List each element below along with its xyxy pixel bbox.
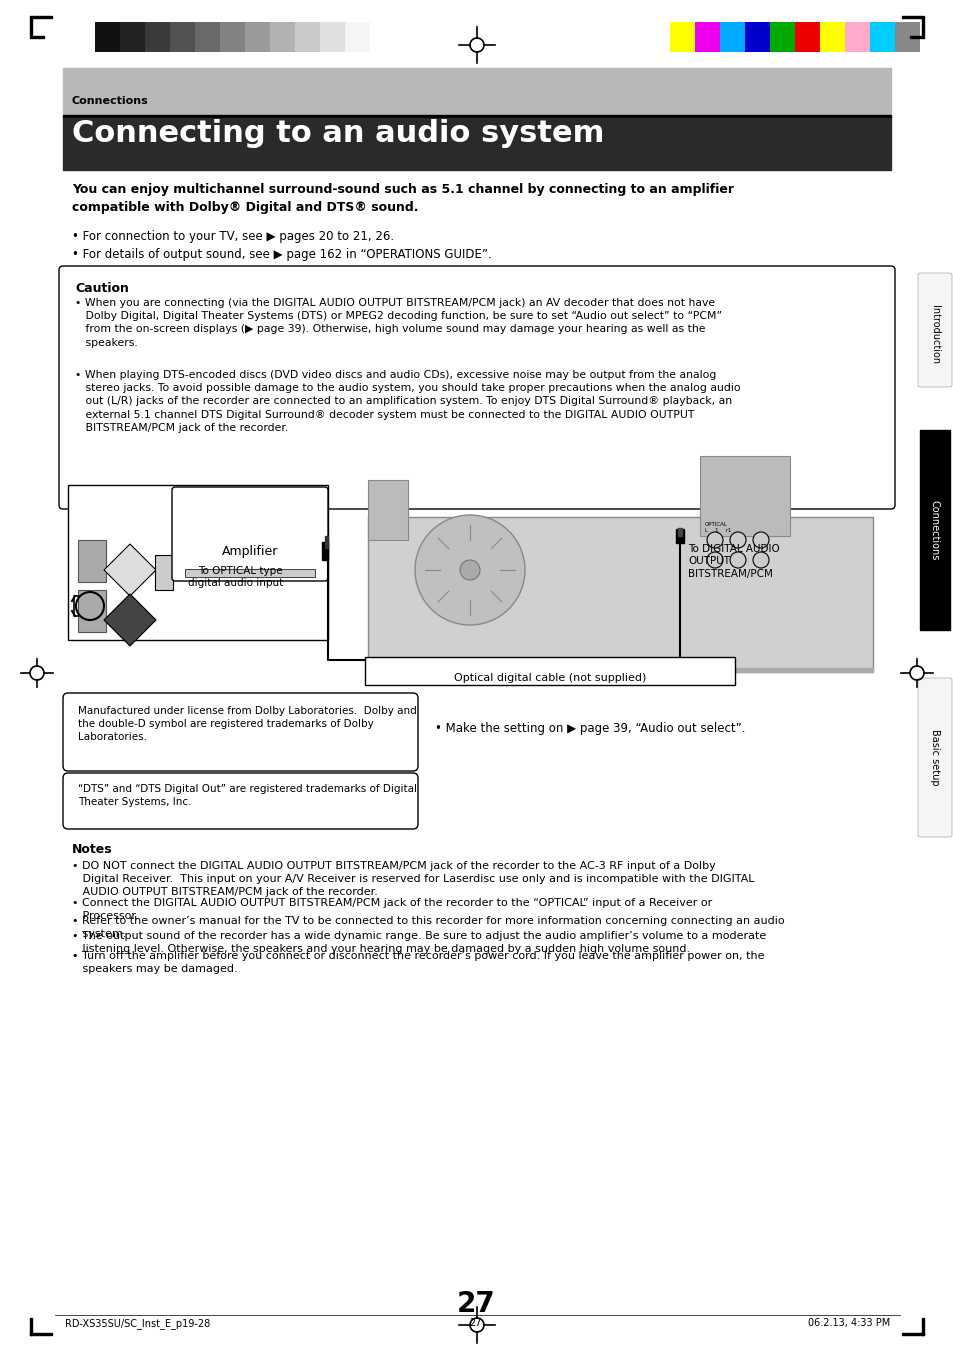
Bar <box>700 457 789 536</box>
Bar <box>669 22 695 51</box>
Text: • Make the setting on ▶ page 39, “Audio out select”.: • Make the setting on ▶ page 39, “Audio … <box>435 721 744 735</box>
Text: • The output sound of the recorder has a wide dynamic range. Be sure to adjust t: • The output sound of the recorder has a… <box>71 931 765 954</box>
Bar <box>220 22 245 51</box>
Text: • For connection to your TV, see ▶ pages 20 to 21, 26.: • For connection to your TV, see ▶ pages… <box>71 230 394 243</box>
Bar <box>901 16 923 18</box>
Bar <box>676 530 683 543</box>
Bar <box>901 1333 923 1335</box>
Circle shape <box>459 561 479 580</box>
FancyBboxPatch shape <box>63 693 417 771</box>
Circle shape <box>729 532 745 549</box>
Text: Manufactured under license from Dolby Laboratories.  Dolby and
the double-D symb: Manufactured under license from Dolby La… <box>78 707 416 743</box>
Text: Optical digital cable (not supplied): Optical digital cable (not supplied) <box>454 673 645 684</box>
Text: • Connect the DIGITAL AUDIO OUTPUT BITSTREAM/PCM jack of the recorder to the “OP: • Connect the DIGITAL AUDIO OUTPUT BITST… <box>71 898 712 921</box>
Bar <box>365 657 734 685</box>
Bar <box>368 667 872 671</box>
Bar <box>30 1319 32 1335</box>
Bar <box>63 68 890 115</box>
Text: To DIGITAL AUDIO
OUTPUT
BITSTREAM/PCM: To DIGITAL AUDIO OUTPUT BITSTREAM/PCM <box>687 544 779 578</box>
Text: Connections: Connections <box>929 500 939 561</box>
Text: You can enjoy multichannel surround-sound such as 5.1 channel by connecting to a: You can enjoy multichannel surround-soun… <box>71 182 733 213</box>
Bar <box>30 16 52 18</box>
Bar <box>294 22 319 51</box>
Bar <box>30 36 44 38</box>
Bar <box>894 22 919 51</box>
Circle shape <box>706 532 722 549</box>
Bar <box>78 590 106 632</box>
Text: • For details of output sound, see ▶ page 162 in “OPERATIONS GUIDE”.: • For details of output sound, see ▶ pag… <box>71 249 491 261</box>
Bar <box>869 22 894 51</box>
Bar <box>720 22 744 51</box>
Bar <box>30 18 32 35</box>
Bar <box>744 22 769 51</box>
Bar <box>154 555 172 590</box>
Bar <box>345 22 370 51</box>
Text: • DO NOT connect the DIGITAL AUDIO OUTPUT BITSTREAM/PCM jack of the recorder to : • DO NOT connect the DIGITAL AUDIO OUTPU… <box>71 861 754 897</box>
Bar <box>0 0 953 68</box>
Bar <box>63 118 890 170</box>
Text: 27: 27 <box>469 1319 482 1328</box>
FancyBboxPatch shape <box>917 273 951 386</box>
Bar <box>368 517 872 671</box>
FancyBboxPatch shape <box>917 678 951 838</box>
Text: Amplifier: Amplifier <box>222 544 278 558</box>
Bar <box>695 22 720 51</box>
Bar <box>185 569 314 577</box>
Bar <box>919 430 949 630</box>
FancyBboxPatch shape <box>59 266 894 509</box>
Text: Caution: Caution <box>75 282 129 295</box>
Text: To OPTICAL type
digital audio input: To OPTICAL type digital audio input <box>188 566 283 589</box>
Bar <box>820 22 844 51</box>
Bar <box>194 22 220 51</box>
Bar <box>769 22 794 51</box>
Text: • Turn off the amplifier before you connect or disconnect the recorder’s power c: • Turn off the amplifier before you conn… <box>71 951 763 974</box>
Bar <box>30 1333 52 1335</box>
Polygon shape <box>104 544 156 596</box>
Text: Notes: Notes <box>71 843 112 857</box>
Bar <box>68 485 328 640</box>
Bar <box>170 22 194 51</box>
Bar <box>921 1319 923 1335</box>
Bar <box>322 542 328 561</box>
Text: Connecting to an audio system: Connecting to an audio system <box>71 119 604 149</box>
Text: • When playing DTS-encoded discs (DVD video discs and audio CDs), excessive nois: • When playing DTS-encoded discs (DVD vi… <box>75 370 740 432</box>
Text: “DTS” and “DTS Digital Out” are registered trademarks of Digital
Theater Systems: “DTS” and “DTS Digital Out” are register… <box>78 784 416 807</box>
Bar <box>678 528 681 536</box>
FancyBboxPatch shape <box>172 486 328 581</box>
Text: Basic setup: Basic setup <box>929 730 939 786</box>
Bar <box>368 480 408 540</box>
Bar <box>78 540 106 582</box>
Text: RD-XS35SU/SC_Inst_E_p19-28: RD-XS35SU/SC_Inst_E_p19-28 <box>65 1319 210 1329</box>
Text: • Refer to the owner’s manual for the TV to be connected to this recorder for mo: • Refer to the owner’s manual for the TV… <box>71 916 783 939</box>
FancyBboxPatch shape <box>63 773 417 830</box>
Bar <box>909 36 923 38</box>
Bar <box>245 22 270 51</box>
Bar <box>325 536 328 549</box>
Circle shape <box>752 553 768 567</box>
Bar <box>270 22 294 51</box>
Bar <box>63 115 890 118</box>
Circle shape <box>729 553 745 567</box>
Bar <box>844 22 869 51</box>
Text: Introduction: Introduction <box>929 305 939 365</box>
Text: • When you are connecting (via the DIGITAL AUDIO OUTPUT BITSTREAM/PCM jack) an A: • When you are connecting (via the DIGIT… <box>75 299 721 347</box>
Circle shape <box>752 532 768 549</box>
Bar <box>120 22 145 51</box>
Bar <box>921 18 923 35</box>
Bar <box>319 22 345 51</box>
Bar <box>95 22 120 51</box>
Bar <box>145 22 170 51</box>
Text: 27: 27 <box>456 1290 495 1319</box>
Polygon shape <box>104 594 156 646</box>
Circle shape <box>415 515 524 626</box>
Bar <box>794 22 820 51</box>
Text: OPTICAL
L    1    r1: OPTICAL L 1 r1 <box>704 521 731 532</box>
Text: Connections: Connections <box>71 96 149 105</box>
Text: 06.2.13, 4:33 PM: 06.2.13, 4:33 PM <box>807 1319 889 1328</box>
Circle shape <box>706 553 722 567</box>
